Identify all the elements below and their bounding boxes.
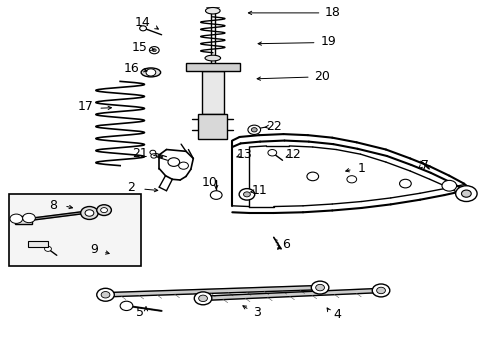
Text: 2: 2	[127, 181, 135, 194]
Circle shape	[97, 288, 114, 301]
Text: 9: 9	[90, 243, 98, 256]
Circle shape	[243, 192, 250, 197]
Circle shape	[455, 186, 476, 202]
Circle shape	[376, 287, 385, 294]
Circle shape	[210, 191, 222, 199]
Circle shape	[399, 179, 410, 188]
Bar	[202, 71, 223, 114]
Circle shape	[311, 281, 328, 294]
Circle shape	[315, 284, 324, 291]
Text: 22: 22	[265, 120, 281, 133]
Circle shape	[151, 154, 157, 158]
Circle shape	[140, 26, 146, 31]
Circle shape	[120, 301, 133, 311]
Text: 19: 19	[320, 35, 336, 49]
Text: 1: 1	[357, 162, 365, 175]
Text: 21: 21	[132, 147, 147, 159]
Text: 5: 5	[135, 306, 143, 319]
Circle shape	[198, 295, 207, 302]
Text: 16: 16	[123, 62, 139, 75]
Circle shape	[194, 292, 211, 305]
Bar	[185, 63, 239, 71]
Circle shape	[371, 284, 389, 297]
Ellipse shape	[141, 68, 160, 77]
Circle shape	[167, 158, 179, 166]
Circle shape	[150, 150, 156, 154]
Text: 14: 14	[134, 17, 150, 30]
Text: 8: 8	[49, 199, 57, 212]
Circle shape	[152, 49, 156, 51]
Circle shape	[146, 69, 156, 76]
Bar	[27, 241, 48, 247]
Circle shape	[149, 46, 159, 54]
Text: 11: 11	[251, 184, 266, 197]
Circle shape	[239, 189, 254, 200]
Circle shape	[461, 190, 470, 197]
Circle shape	[10, 214, 22, 224]
Circle shape	[81, 207, 98, 220]
Circle shape	[97, 205, 111, 216]
Bar	[9, 194, 141, 266]
Text: 7: 7	[420, 159, 428, 172]
Circle shape	[44, 246, 51, 251]
Circle shape	[306, 172, 318, 181]
Text: 17: 17	[78, 100, 94, 113]
Text: 3: 3	[252, 306, 260, 319]
Text: 10: 10	[201, 176, 217, 189]
Text: 13: 13	[236, 148, 252, 161]
Text: 15: 15	[131, 41, 147, 54]
Circle shape	[251, 128, 257, 132]
Circle shape	[101, 292, 110, 298]
Circle shape	[267, 149, 276, 156]
Ellipse shape	[204, 55, 220, 61]
Text: 20: 20	[314, 69, 330, 82]
Text: 6: 6	[282, 238, 289, 251]
Circle shape	[346, 176, 356, 183]
Bar	[198, 114, 227, 139]
Ellipse shape	[205, 8, 220, 14]
Text: 4: 4	[332, 308, 341, 321]
Bar	[15, 216, 32, 224]
Circle shape	[441, 180, 456, 191]
Circle shape	[101, 208, 107, 213]
Circle shape	[22, 213, 35, 223]
Circle shape	[247, 125, 260, 134]
Text: 12: 12	[285, 148, 301, 161]
Text: 18: 18	[324, 6, 340, 19]
Circle shape	[178, 162, 188, 169]
Circle shape	[85, 210, 94, 216]
